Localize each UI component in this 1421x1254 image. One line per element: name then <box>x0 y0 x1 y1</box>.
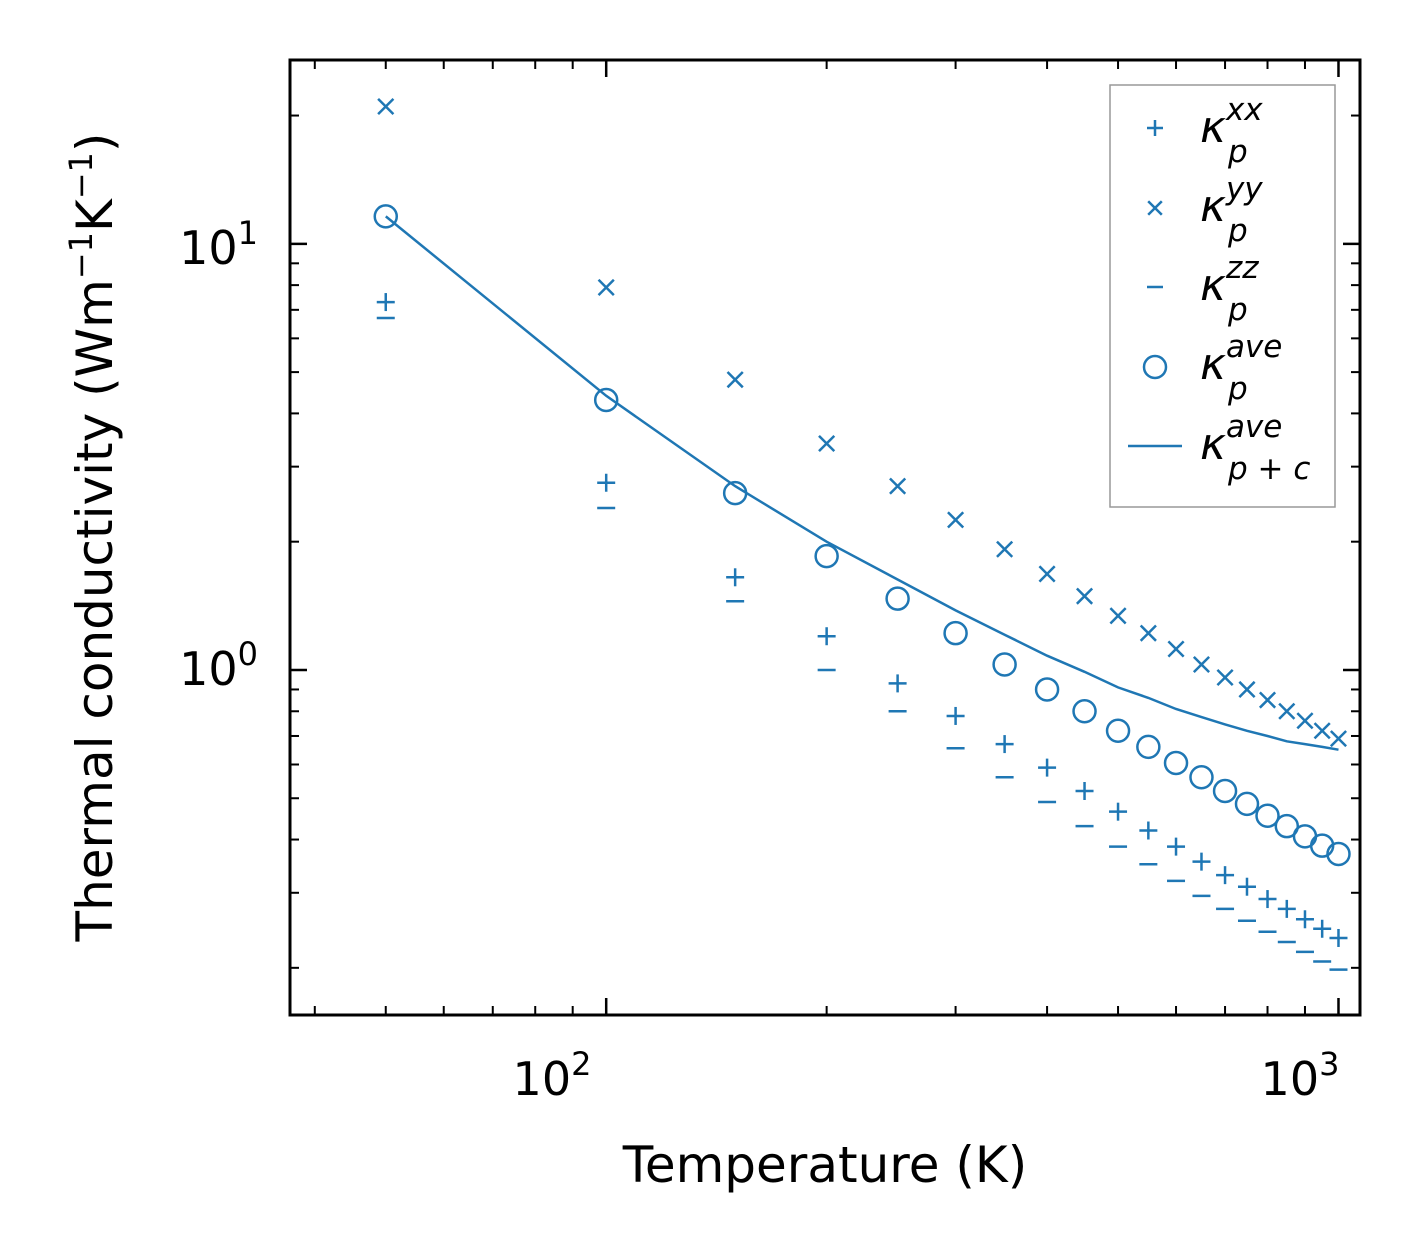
legend-marker-x <box>1147 200 1163 216</box>
point-plus-300 <box>946 706 965 725</box>
point-circle-850 <box>1274 813 1300 839</box>
legend-marker-plus <box>1147 120 1163 136</box>
point-plus-500 <box>1109 802 1128 821</box>
point-circle-800 <box>1255 803 1280 828</box>
y-tick-label-1: 100 <box>179 635 258 696</box>
point-x-350 <box>996 540 1014 558</box>
point-plus-950 <box>1313 919 1332 938</box>
point-circle-450 <box>1072 699 1097 724</box>
point-plus-550 <box>1139 821 1158 840</box>
point-plus-50 <box>376 293 395 312</box>
series-circle <box>373 204 1351 867</box>
legend-label-kave-pc: κave p + c <box>1200 409 1310 487</box>
point-plus-450 <box>1075 781 1094 800</box>
point-x-700 <box>1216 668 1234 687</box>
point-plus-350 <box>995 735 1014 754</box>
point-x-150 <box>726 371 744 389</box>
point-circle-550 <box>1136 734 1161 760</box>
point-circle-700 <box>1212 778 1238 804</box>
plot-frame <box>288 58 1362 1017</box>
point-circle-100 <box>593 387 619 413</box>
point-x-900 <box>1296 712 1314 730</box>
point-plus-750 <box>1237 877 1256 896</box>
point-x-50 <box>377 97 395 116</box>
point-circle-600 <box>1163 750 1189 776</box>
point-x-850 <box>1278 702 1296 720</box>
series-line <box>385 215 1339 751</box>
point-x-950 <box>1313 722 1331 740</box>
point-x-100 <box>597 278 615 296</box>
series-x <box>377 97 1348 748</box>
point-circle-350 <box>992 652 1017 677</box>
legend-label-kave: κave p <box>1200 329 1282 407</box>
legend: κxx p κyy p κzz p κave p κave p + c <box>1109 84 1336 508</box>
point-circle-200 <box>814 543 839 569</box>
legend-frame <box>1109 84 1336 508</box>
point-plus-200 <box>817 627 836 646</box>
x-axis-title: Temperature (K) <box>622 1136 1027 1194</box>
series-line-kave-pc <box>385 215 1339 751</box>
point-circle-1000 <box>1326 841 1351 867</box>
point-x-750 <box>1238 680 1256 698</box>
point-plus-250 <box>888 674 907 693</box>
point-x-400 <box>1038 565 1056 583</box>
point-plus-650 <box>1192 852 1211 871</box>
point-x-200 <box>818 434 836 453</box>
point-circle-300 <box>943 620 968 646</box>
point-plus-150 <box>726 568 745 587</box>
point-x-300 <box>947 511 965 529</box>
x-tick-label-100: 102 <box>513 1045 592 1106</box>
point-circle-250 <box>885 586 910 611</box>
series-plus <box>376 293 1348 947</box>
y-axis-title: Thermal conductivity (Wm−1K−1) <box>62 133 124 943</box>
point-plus-600 <box>1167 837 1186 856</box>
plot-area <box>373 97 1351 971</box>
point-x-650 <box>1192 655 1211 674</box>
y-tick-label-10: 101 <box>179 214 258 275</box>
point-plus-800 <box>1258 890 1277 909</box>
legend-label-kxx: κxx p <box>1200 92 1263 170</box>
point-plus-400 <box>1038 758 1057 777</box>
point-x-1000 <box>1329 730 1348 748</box>
point-plus-850 <box>1277 899 1296 918</box>
point-plus-700 <box>1216 866 1235 885</box>
legend-markers <box>1128 120 1182 448</box>
legend-label-kzz: κzz p <box>1200 250 1259 328</box>
legend-marker-circle <box>1142 354 1168 380</box>
point-x-500 <box>1109 607 1127 625</box>
point-circle-500 <box>1105 718 1131 744</box>
point-plus-1000 <box>1329 928 1348 947</box>
x-tick-label-1000: 103 <box>1261 1045 1340 1106</box>
point-circle-650 <box>1189 765 1214 790</box>
point-circle-750 <box>1234 791 1260 817</box>
legend-label-kyy: κyy p <box>1200 171 1263 249</box>
point-x-450 <box>1076 587 1094 605</box>
point-circle-50 <box>373 204 399 229</box>
point-plus-900 <box>1295 910 1314 929</box>
point-x-800 <box>1258 691 1277 709</box>
major-ticks <box>290 60 1360 1015</box>
point-plus-100 <box>597 473 616 492</box>
point-circle-400 <box>1034 677 1060 702</box>
point-x-550 <box>1139 624 1157 642</box>
series-minus <box>376 316 1348 971</box>
point-x-250 <box>889 477 907 495</box>
point-x-600 <box>1167 640 1185 658</box>
